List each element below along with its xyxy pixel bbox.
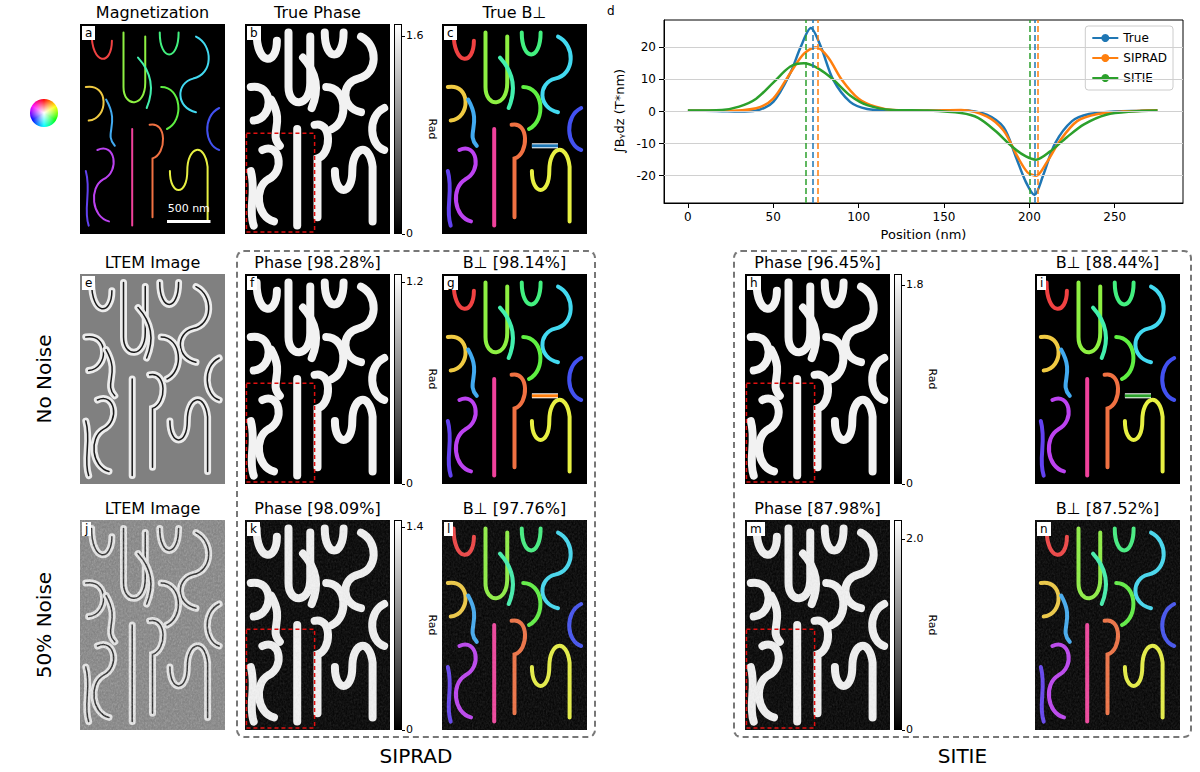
- html-text:1.2: 1.2: [406, 275, 424, 289]
- html-text:50% Noise: 50% Noise: [32, 571, 56, 679]
- html-text:Rad: Rad: [926, 614, 939, 636]
- svg-text:150: 150: [933, 210, 956, 224]
- svg-text:-20: -20: [636, 169, 656, 183]
- svg-text:∫Bᵧdz (T*nm): ∫Bᵧdz (T*nm): [612, 69, 627, 154]
- svg-text:250: 250: [1103, 210, 1126, 224]
- html-text:Phase [98.09%]: Phase [98.09%]: [254, 499, 381, 518]
- html-text:B⊥ [97.76%]: B⊥ [97.76%]: [462, 499, 567, 518]
- svg-text:100: 100: [847, 210, 870, 224]
- html-text:Phase [96.45%]: Phase [96.45%]: [754, 253, 881, 272]
- html-text:h: h: [750, 276, 758, 290]
- svg-text:-10: -10: [636, 137, 656, 151]
- html-text:0: 0: [906, 723, 913, 736]
- html-text:True Phase: True Phase: [274, 3, 361, 22]
- html-text:B⊥ [88.44%]: B⊥ [88.44%]: [1055, 253, 1160, 272]
- html-text:1.8: 1.8: [906, 278, 924, 291]
- svg-text:SITIE: SITIE: [1123, 71, 1153, 85]
- html-text:Phase [98.28%]: Phase [98.28%]: [254, 253, 381, 272]
- html-text:0: 0: [906, 477, 913, 490]
- html-text:0: 0: [406, 723, 413, 736]
- svg-text:20: 20: [641, 40, 656, 54]
- html-text:Rad: Rad: [426, 118, 439, 140]
- html-text:SIPRAD: SIPRAD: [379, 744, 453, 768]
- html-text:LTEM Image: LTEM Image: [104, 253, 201, 272]
- html-text:Rad: Rad: [426, 368, 439, 390]
- html-text:g: g: [447, 276, 455, 290]
- html-text:a: a: [85, 26, 93, 40]
- html-text:c: c: [447, 26, 454, 40]
- html-text:Phase [87.98%]: Phase [87.98%]: [754, 499, 881, 518]
- html-text:No Noise: No Noise: [32, 334, 56, 424]
- html-text:500 nm: 500 nm: [167, 202, 210, 216]
- html-text:m: m: [750, 522, 762, 536]
- html-text:e: e: [85, 276, 93, 290]
- svg-text:10: 10: [641, 72, 656, 86]
- html-text:SITIE: SITIE: [937, 744, 988, 768]
- html-text:n: n: [1040, 522, 1048, 536]
- svg-text:0: 0: [684, 210, 692, 224]
- svg-text:True: True: [1122, 31, 1149, 45]
- html-text:Rad: Rad: [926, 368, 939, 390]
- html-text:f: f: [250, 276, 255, 290]
- html-text:0: 0: [406, 227, 413, 240]
- html-text:2.0: 2.0: [906, 532, 924, 546]
- html-text:0: 0: [406, 477, 413, 490]
- svg-text:SIPRAD: SIPRAD: [1123, 51, 1167, 65]
- html-text:k: k: [250, 522, 257, 536]
- html-text:B⊥ [98.14%]: B⊥ [98.14%]: [462, 253, 567, 272]
- html-text:d: d: [607, 4, 615, 18]
- html-text:Magnetization: Magnetization: [95, 3, 210, 22]
- svg-text:50: 50: [766, 210, 781, 224]
- html-text:B⊥ [87.52%]: B⊥ [87.52%]: [1055, 499, 1160, 518]
- html-text:j: j: [85, 522, 89, 536]
- svg-text:200: 200: [1018, 210, 1041, 224]
- html-text:1.4: 1.4: [406, 520, 424, 534]
- html-text:b: b: [250, 26, 258, 40]
- html-text:1.6: 1.6: [406, 29, 424, 43]
- svg-text:0: 0: [648, 105, 656, 119]
- html-text:Rad: Rad: [426, 614, 439, 636]
- html-text:l: l: [447, 522, 451, 536]
- html-text:LTEM Image: LTEM Image: [104, 499, 201, 518]
- svg-text:Position (nm): Position (nm): [881, 227, 967, 242]
- html-text:i: i: [1040, 276, 1044, 290]
- html-text:True B⊥: True B⊥: [482, 3, 547, 22]
